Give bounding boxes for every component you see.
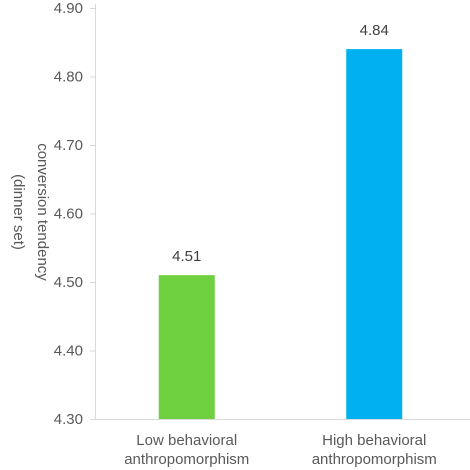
y-axis-ticks: 4.30 4.40 4.50 4.60 4.70 4.80 4.90 <box>54 0 95 428</box>
y-axis-title: conversion tendency (dinner set) <box>10 143 51 281</box>
bars <box>158 49 403 419</box>
x-axis-category-labels: Low behavioral anthropomorphism High behav… <box>124 432 437 468</box>
y-axis-title-line: conversion tendency <box>34 143 51 281</box>
data-labels: 4.51 4.84 <box>172 22 389 265</box>
data-label: 4.84 <box>360 22 389 39</box>
y-tick-label: 4.50 <box>54 274 83 291</box>
y-tick-label: 4.40 <box>54 343 83 360</box>
y-tick-label: 4.80 <box>54 69 83 86</box>
bar <box>158 275 215 419</box>
bar <box>346 49 403 419</box>
data-label: 4.51 <box>172 248 201 265</box>
x-category-label: High behavioral anthropomorphism <box>312 432 437 468</box>
y-tick-label: 4.70 <box>54 137 83 154</box>
x-category-label: Low behavioral anthropomorphism <box>124 432 249 468</box>
y-tick-label: 4.90 <box>54 0 83 17</box>
y-axis-title-line: (dinner set) <box>10 174 27 250</box>
y-tick-label: 4.60 <box>54 206 83 223</box>
y-tick-label: 4.30 <box>54 411 83 428</box>
